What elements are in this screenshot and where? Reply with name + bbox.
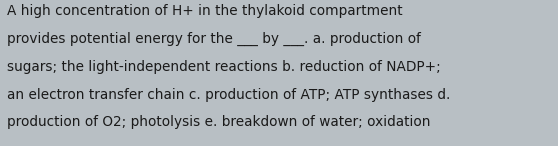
Text: sugars; the light-independent reactions b. reduction of NADP+;: sugars; the light-independent reactions … bbox=[7, 60, 441, 74]
Text: production of O2; photolysis e. breakdown of water; oxidation: production of O2; photolysis e. breakdow… bbox=[7, 115, 431, 129]
Text: provides potential energy for the ___ by ___. a. production of: provides potential energy for the ___ by… bbox=[7, 32, 421, 46]
Text: A high concentration of H+ in the thylakoid compartment: A high concentration of H+ in the thylak… bbox=[7, 4, 403, 18]
Text: an electron transfer chain c. production of ATP; ATP synthases d.: an electron transfer chain c. production… bbox=[7, 88, 451, 102]
